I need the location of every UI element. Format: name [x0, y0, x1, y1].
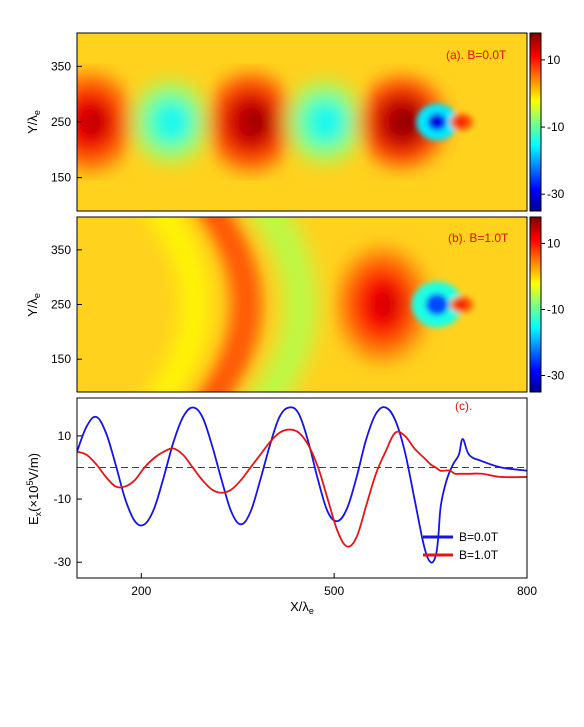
panel-b-field	[149, 217, 473, 392]
panel-a-ytick-150: 150	[51, 171, 71, 185]
panel-a-spot-5	[427, 113, 447, 131]
panel-b-spot-4	[425, 293, 449, 316]
panel-a-annotation: (a). B=0.0T	[446, 48, 507, 62]
panel-b-ylabel-sub: e	[32, 293, 42, 298]
panel-a-core-0	[81, 107, 108, 137]
panel-b-wavefront-1	[198, 217, 261, 392]
panel-b-colorbar-ticks: 10 -10 -30	[541, 236, 565, 382]
panel-a-ylabel-sub: e	[32, 110, 42, 115]
panel-a-core-4	[393, 108, 420, 136]
panel-b-yticks: 150 250 350	[51, 243, 82, 366]
panel-c-xtick-200: 200	[131, 584, 151, 598]
panel-a-cbar-tick-10: 10	[547, 53, 561, 67]
panel-b-cbar-tick--10: -10	[547, 302, 565, 316]
panel-a: 150 250 350 (a). B=0.0T Y/λe 10 -10 -30	[25, 32, 565, 212]
panel-a-yticks: 150 250 350	[51, 59, 82, 185]
panel-b-wavefront-0	[149, 217, 208, 392]
panel-c-frame	[76, 397, 528, 579]
panel-c-plot	[77, 406, 527, 564]
panel-b-annotation: (b). B=1.0T	[448, 231, 509, 245]
panel-b-spot-5	[456, 300, 467, 309]
panel-b-ytick-350: 350	[51, 243, 71, 257]
panel-a-core-2	[242, 107, 269, 137]
panel-c-ylabel: Ex(×105V/m)	[25, 453, 43, 525]
panel-a-ytick-250: 250	[51, 115, 71, 129]
panel-b-core-3	[374, 287, 401, 322]
panel-c-xlabel: X/λe	[290, 599, 314, 616]
panel-a-field	[77, 73, 473, 171]
panel-b-wavefront-2	[251, 217, 317, 392]
panel-c-ytick--10: -10	[54, 492, 72, 506]
panel-c-background	[77, 398, 527, 578]
panel-a-colorbar	[529, 32, 542, 212]
panel-c-ylabel-paren: (×10	[26, 485, 41, 511]
panel-c-ylabel-exp: 5	[25, 480, 35, 485]
panel-c-ticks: 200 500 800 10 -10 -30	[54, 429, 538, 598]
panel-a-cbar-tick--30: -30	[547, 187, 565, 201]
panel-b-ytick-250: 250	[51, 298, 71, 312]
panel-c-ytick--30: -30	[54, 555, 72, 569]
panel-b-cbar-tick-10: 10	[547, 236, 561, 250]
panel-a-ylabel: Y/λe	[25, 110, 42, 134]
panel-c-ylabel-unit: V/m)	[26, 453, 41, 480]
panel-a-colorbar-ticks: 10 -10 -30	[541, 53, 565, 201]
panel-c-xtick-800: 800	[517, 584, 537, 598]
panel-b: 150 250 350 (b). B=1.0T Y/λe 10 -10 -30	[25, 216, 565, 393]
panel-c-xtick-500: 500	[324, 584, 344, 598]
panel-a-spot-6	[456, 118, 467, 126]
panel-b-colorbar	[529, 216, 542, 393]
panel-b-ylabel: Y/λe	[25, 293, 42, 317]
panel-c-xlabel-sub: e	[309, 606, 314, 616]
panel-c-annotation: (c).	[455, 399, 472, 413]
panel-a-core-1	[162, 109, 187, 135]
legend-label-b1: B=1.0T	[459, 548, 499, 562]
panel-b-cbar-tick--30: -30	[547, 368, 565, 382]
panel-c-ytick-10: 10	[58, 429, 72, 443]
panel-a-ytick-350: 350	[51, 59, 71, 73]
panel-c-legend: B=0.0T B=1.0T	[423, 530, 499, 562]
panel-a-cbar-tick--10: -10	[547, 120, 565, 134]
panel-b-ytick-150: 150	[51, 352, 71, 366]
panel-a-core-3	[317, 109, 341, 135]
series-line-b0	[77, 406, 527, 564]
panel-c-ylabel-sub: x	[33, 511, 43, 516]
legend-label-b0: B=0.0T	[459, 530, 499, 544]
series-line-b1	[77, 428, 527, 548]
